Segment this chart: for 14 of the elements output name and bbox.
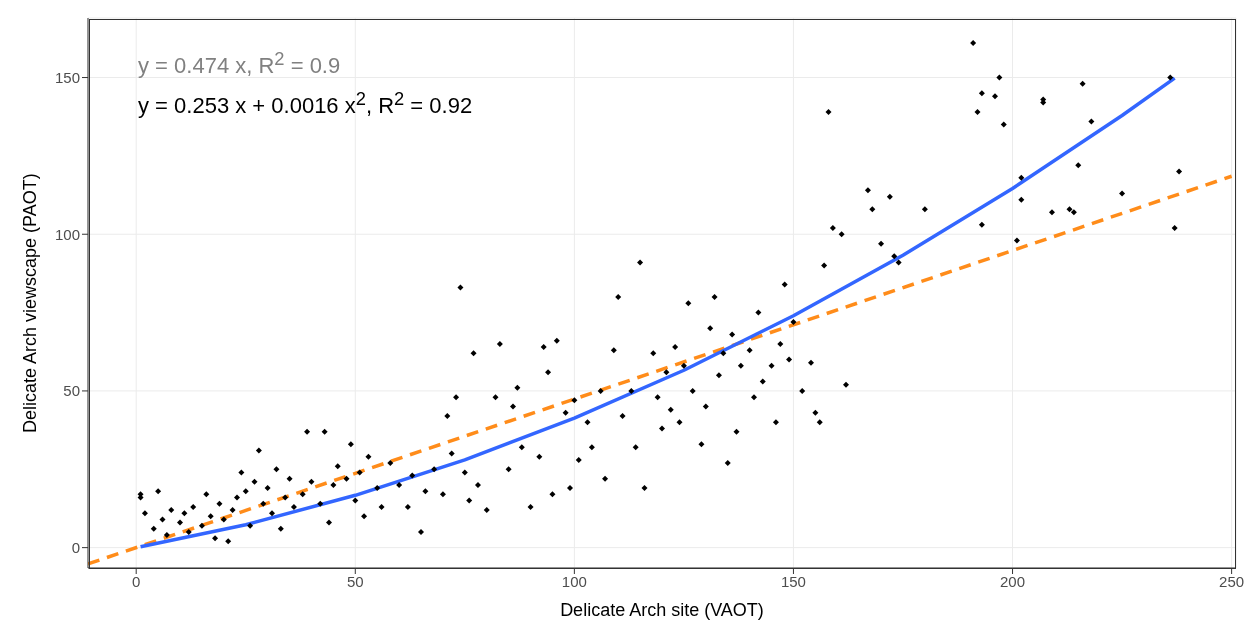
x-axis-title: Delicate Arch site (VAOT) xyxy=(560,600,764,620)
x-tick-label: 250 xyxy=(1219,572,1245,590)
annotation: y = 0.253 x + 0.0016 x$^{2}$, R$^{2}$ = 0.92 xyxy=(138,88,473,120)
x-tick-label: 200 xyxy=(1000,572,1026,590)
x-tick-label: 0 xyxy=(132,572,141,590)
x-tick-label: 150 xyxy=(780,572,806,590)
y-tick-label: 0 xyxy=(71,538,80,556)
y-tick-label: 50 xyxy=(63,382,80,400)
y-tick-label: 100 xyxy=(54,225,80,243)
y-tick-label: 150 xyxy=(54,68,80,86)
y-axis-title: Delicate Arch viewscape (PAOT) xyxy=(20,173,41,433)
annotation: y = 0.474 x, R$^{2}$ = 0.9 xyxy=(138,48,341,80)
x-tick-label: 100 xyxy=(561,572,587,590)
x-tick-label: 50 xyxy=(346,572,364,590)
